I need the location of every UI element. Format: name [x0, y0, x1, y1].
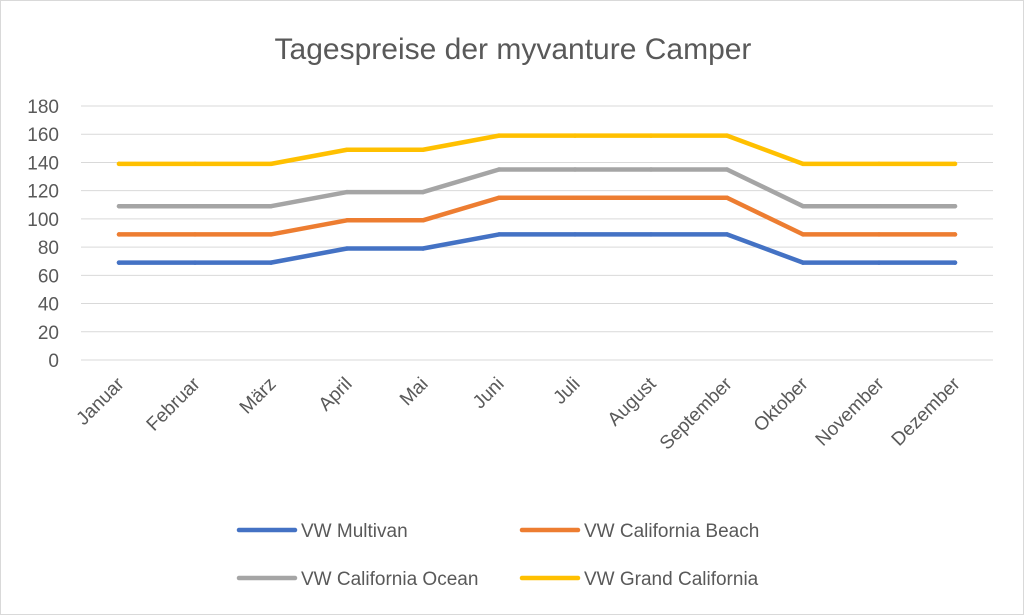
y-tick-label: 40: [38, 295, 59, 316]
legend: VW Multivan VW California Beach VW Califor…: [236, 521, 759, 590]
data-point: [572, 195, 578, 200]
x-tick-label: Januar: [73, 373, 129, 429]
y-tick-label: 180: [27, 97, 59, 118]
y-tick-label: 0: [48, 351, 59, 372]
data-point: [572, 167, 578, 172]
legend-label: VW California Beach: [584, 521, 759, 542]
x-tick-label: Mai: [396, 374, 433, 411]
data-point: [952, 161, 958, 167]
data-point: [724, 195, 730, 200]
data-point: [268, 260, 274, 265]
series-line-3: [116, 167, 958, 209]
data-point: [344, 218, 350, 223]
chart-title: Tagespreise der myvanture Camper: [275, 33, 752, 66]
data-point: [192, 203, 198, 209]
x-tick-label: April: [315, 374, 357, 416]
data-point: [876, 232, 882, 237]
data-point: [800, 161, 806, 167]
data-point: [344, 147, 350, 152]
data-point: [648, 133, 654, 138]
series-line-2: [116, 195, 958, 237]
data-point: [420, 246, 426, 251]
x-tick-label: Juli: [550, 374, 585, 409]
y-tick-label: 160: [27, 125, 59, 146]
x-tick-label: Dezember: [888, 373, 965, 450]
y-axis-ticks: 0 20 40 60 80 100 120 140 160 180: [27, 97, 59, 372]
data-point: [496, 133, 502, 138]
data-point: [420, 218, 426, 223]
data-point: [724, 232, 730, 237]
x-tick-label: März: [236, 374, 281, 419]
data-point: [648, 195, 654, 200]
data-point: [724, 133, 730, 138]
x-tick-label: September: [656, 373, 737, 454]
y-tick-label: 140: [27, 153, 59, 174]
data-point: [952, 232, 958, 237]
data-point: [268, 161, 274, 167]
x-axis-ticks: Januar Februar März April Mai Juni Juli AugustS…: [73, 373, 965, 454]
data-point: [572, 133, 578, 138]
data-point: [952, 203, 958, 209]
data-point: [268, 203, 274, 209]
data-point: [420, 147, 426, 152]
legend-label: VW Multivan: [301, 521, 408, 542]
x-tick-label: August: [604, 373, 661, 430]
data-point: [876, 203, 882, 209]
data-point: [800, 232, 806, 237]
data-point: [344, 246, 350, 251]
data-point: [800, 203, 806, 209]
y-tick-label: 20: [38, 323, 59, 344]
data-point: [192, 260, 198, 265]
data-point: [952, 260, 958, 265]
data-point: [876, 161, 882, 167]
data-point: [724, 167, 730, 172]
x-tick-label: Juni: [469, 374, 508, 413]
data-point: [496, 232, 502, 237]
data-point: [192, 232, 198, 237]
series-line-4: [116, 133, 958, 167]
data-point: [648, 167, 654, 172]
data-point: [116, 260, 122, 265]
data-point: [268, 232, 274, 237]
y-tick-label: 120: [27, 182, 59, 203]
data-point: [572, 232, 578, 237]
data-point: [192, 161, 198, 167]
data-point: [116, 232, 122, 237]
data-point: [496, 167, 502, 172]
legend-label: VW California Ocean: [301, 569, 478, 590]
x-tick-label: November: [812, 373, 889, 450]
series-lines: [116, 133, 958, 265]
y-tick-label: 60: [38, 266, 59, 287]
data-point: [876, 260, 882, 265]
x-tick-label: Oktober: [750, 373, 813, 436]
y-tick-label: 80: [38, 238, 59, 259]
data-point: [344, 189, 350, 195]
data-point: [800, 260, 806, 265]
legend-label: VW Grand California: [584, 569, 759, 590]
series-line-1: [116, 232, 958, 265]
x-tick-label: Februar: [143, 373, 205, 435]
data-point: [648, 232, 654, 237]
data-point: [116, 203, 122, 209]
y-tick-label: 100: [27, 210, 59, 231]
data-point: [496, 195, 502, 200]
data-point: [116, 161, 122, 167]
data-point: [420, 189, 426, 195]
